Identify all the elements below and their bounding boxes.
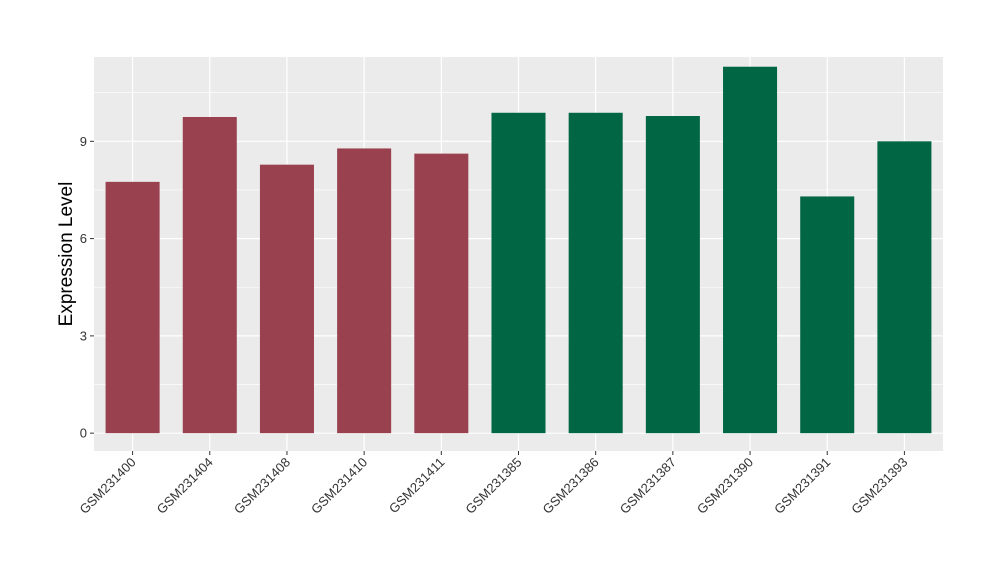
x-tick-label: GSM231408	[231, 455, 293, 517]
bar-GSM231387	[645, 116, 700, 434]
bar-GSM231404	[182, 116, 237, 434]
y-axis: 0 3 6 9	[80, 134, 94, 441]
x-tick-label: GSM231385	[462, 455, 524, 517]
bars	[105, 66, 932, 434]
bar-GSM231393	[877, 141, 932, 434]
bar-GSM231391	[800, 196, 855, 434]
x-tick-label: GSM231390	[694, 455, 756, 517]
x-tick-label: GSM231400	[76, 455, 138, 517]
bar-GSM231410	[337, 148, 392, 434]
bar-GSM231385	[491, 112, 546, 434]
x-tick-label: GSM231387	[617, 455, 679, 517]
x-tick-label: GSM231404	[154, 455, 216, 517]
bar-GSM231386	[568, 112, 623, 434]
x-tick-label: GSM231391	[771, 455, 833, 517]
bar-GSM231408	[259, 164, 314, 434]
y-axis-title: Expression Level	[56, 182, 77, 327]
y-tick-label: 0	[80, 426, 87, 441]
x-tick-label: GSM231393	[848, 455, 910, 517]
bar-GSM231411	[414, 153, 469, 434]
x-tick-label: GSM231411	[386, 455, 448, 517]
x-tick-label: GSM231410	[308, 455, 370, 517]
y-tick-label: 9	[80, 134, 87, 149]
bar-GSM231390	[723, 66, 778, 434]
y-tick-label: 6	[80, 231, 87, 246]
bar-GSM231400	[105, 181, 160, 434]
y-tick-label: 3	[80, 328, 87, 343]
x-tick-label: GSM231386	[540, 455, 602, 517]
x-axis: GSM231400 GSM231404 GSM231408 GSM231410 GSM2…	[76, 451, 911, 517]
